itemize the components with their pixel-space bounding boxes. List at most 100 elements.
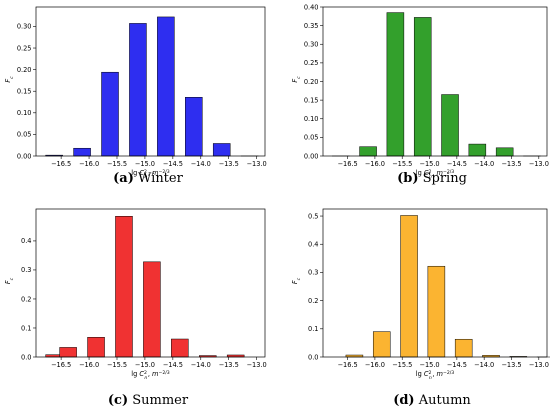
bar: [101, 71, 119, 157]
x-tick-label: −15.0: [419, 361, 439, 369]
y-tick-label: 0.1: [308, 325, 319, 333]
bar: [468, 143, 487, 157]
y-tick-label: 0.3: [21, 266, 32, 274]
x-tick-label: −13.5: [219, 160, 239, 168]
y-tick-label: 0.4: [21, 237, 32, 245]
panel-caption: (c) Summer: [108, 393, 189, 408]
y-tick-label: 0.2: [21, 295, 32, 303]
bar: [386, 12, 405, 157]
x-tick-label: −14.0: [474, 160, 494, 168]
bar: [372, 331, 391, 358]
x-axis-label: lg C2 n, m−2/3: [131, 169, 170, 180]
x-tick-label: −16.0: [79, 160, 99, 168]
bar: [171, 338, 189, 358]
x-tick-label: −15.0: [419, 160, 439, 168]
x-tick-label: −15.5: [392, 361, 412, 369]
bar: [400, 215, 418, 358]
y-tick-label: 0.10: [304, 115, 319, 123]
bar: [73, 147, 91, 157]
y-tick-label: 0.2: [308, 297, 319, 305]
bar: [129, 23, 147, 157]
chart-panel-summer: −16.5 −16.0 −15.5 −15.0 −14.5 −14.0 −13.5 −13.0…: [4, 208, 267, 408]
x-tick-label: −14.5: [447, 361, 467, 369]
x-tick-label: −15.5: [392, 160, 412, 168]
x-tick-label: −13.0: [529, 361, 549, 369]
bar: [212, 143, 231, 157]
bar: [59, 347, 77, 358]
bar: [143, 261, 161, 358]
y-tick-label: 0.1: [21, 324, 32, 332]
y-tick-label: 0.3: [308, 269, 319, 277]
plot-frame: [35, 6, 266, 157]
x-tick-label: −14.0: [191, 361, 211, 369]
y-axis-label: Fc: [291, 76, 302, 83]
y-tick-label: 0.25: [17, 44, 32, 52]
x-axis-label: lg C2 n, m−2/3: [416, 169, 455, 180]
panel-caption: (d) Autumn: [393, 393, 471, 408]
bar: [185, 97, 203, 157]
x-tick-label: −15.5: [107, 160, 127, 168]
x-tick-label: −13.5: [501, 361, 521, 369]
chart-panel-autumn: −16.5 −16.0 −15.5 −15.0 −14.5 −14.0 −13.5 −13.0…: [291, 208, 550, 408]
panel-caption: (b) Spring: [397, 171, 467, 186]
y-tick-label: 0.15: [17, 88, 32, 96]
y-tick-label: 0.00: [304, 152, 319, 160]
y-tick-label: 0.4: [308, 241, 319, 249]
y-tick-label: 0.25: [304, 59, 319, 67]
x-tick-label: −13.0: [529, 160, 549, 168]
x-tick-label: −16.5: [337, 160, 357, 168]
y-tick-label: 0.05: [304, 134, 319, 142]
x-tick-label: −16.0: [365, 160, 385, 168]
x-tick-label: −14.0: [474, 361, 494, 369]
x-tick-label: −14.5: [163, 361, 183, 369]
bar: [87, 337, 105, 358]
y-tick-label: 0.00: [17, 152, 32, 160]
x-tick-label: −14.5: [447, 160, 467, 168]
y-tick-label: 0.15: [304, 96, 319, 104]
x-axis-label: lg C2 n, m−2/3: [416, 370, 455, 381]
y-tick-label: 0.30: [304, 41, 319, 49]
x-tick-label: −13.0: [247, 160, 267, 168]
bar: [454, 338, 473, 358]
y-tick-label: 0.20: [304, 78, 319, 86]
y-tick-label: 0.0: [308, 353, 319, 361]
x-tick-label: −13.5: [501, 160, 521, 168]
x-tick-label: −13.5: [219, 361, 239, 369]
y-axis-label: Fc: [4, 76, 15, 83]
chart-panel-spring: −16.5 −16.0 −15.5 −15.0 −14.5 −14.0 −13.5 −13.0…: [291, 3, 549, 186]
plot-frame: [322, 6, 548, 157]
bar: [427, 265, 446, 358]
y-tick-label: 0.40: [304, 3, 319, 11]
x-axis-label: lg C2 n, m−2/3: [131, 370, 170, 381]
plot-frame: [35, 208, 266, 358]
y-tick-label: 0.30: [17, 23, 32, 31]
bar: [413, 17, 432, 157]
bar: [115, 216, 133, 358]
x-tick-label: −16.5: [51, 160, 71, 168]
y-tick-label: 0.0: [21, 353, 32, 361]
panel-caption: (a) Winter: [113, 171, 183, 186]
y-tick-label: 0.20: [17, 66, 32, 74]
x-tick-label: −16.5: [51, 361, 71, 369]
chart-panel-winter: −16.5 −16.0 −15.5 −15.0 −14.5 −14.0 −13.5 −13.0…: [4, 6, 267, 186]
bar: [441, 94, 459, 157]
x-tick-label: −15.5: [107, 361, 127, 369]
bar: [495, 147, 514, 157]
y-tick-label: 0.5: [308, 212, 319, 220]
x-tick-label: −16.0: [79, 361, 99, 369]
x-tick-label: −15.0: [135, 361, 155, 369]
y-axis-label: Fc: [4, 277, 15, 284]
x-tick-label: −16.0: [365, 361, 385, 369]
x-tick-label: −13.0: [247, 361, 267, 369]
y-tick-label: 0.05: [17, 131, 32, 139]
plot-frame: [322, 208, 548, 358]
x-tick-label: −15.0: [135, 160, 155, 168]
x-tick-label: −14.5: [163, 160, 183, 168]
x-tick-label: −14.0: [191, 160, 211, 168]
x-tick-label: −16.5: [337, 361, 357, 369]
y-tick-label: 0.10: [17, 109, 32, 117]
bar: [359, 146, 377, 157]
y-tick-label: 0.35: [304, 22, 319, 30]
y-axis-label: Fc: [291, 277, 302, 284]
